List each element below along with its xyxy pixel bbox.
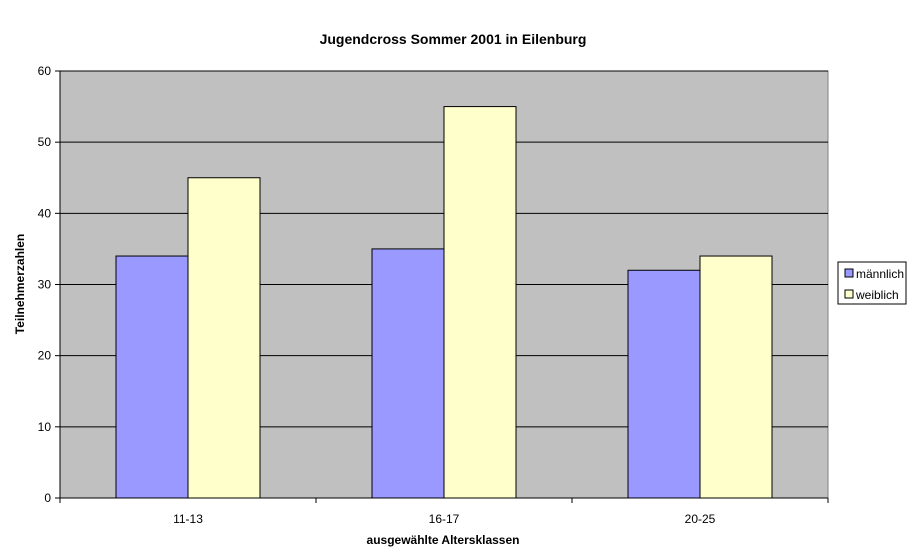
y-tick-label: 0	[44, 491, 51, 505]
bar-weiblich-16-17	[443, 106, 517, 499]
legend-swatch-weiblich	[844, 289, 854, 299]
bars	[115, 106, 773, 499]
y-tick-label: 50	[38, 135, 52, 149]
bar-maennlich-16-17	[371, 248, 445, 499]
x-axis-label: ausgewählte Altersklassen	[367, 533, 520, 547]
y-tick-label: 30	[38, 278, 52, 292]
legend-swatch-maennlich	[844, 268, 854, 278]
y-axis-label: Teilnehmerzahlen	[13, 234, 27, 334]
chart-title: Jugendcross Sommer 2001 in Eilenburg	[320, 31, 587, 47]
legend-label-maennlich: männlich	[856, 267, 904, 281]
y-axis: 0 10 20 30 40 50 60	[38, 64, 61, 505]
x-tick-label: 20-25	[685, 512, 716, 526]
bar-weiblich-20-25	[699, 255, 773, 499]
x-axis: 11-13 16-17 20-25	[59, 497, 829, 526]
x-tick-label: 11-13	[173, 512, 203, 526]
legend: männlich weiblich	[837, 261, 907, 305]
y-tick-label: 10	[38, 420, 52, 434]
bar-weiblich-11-13	[187, 177, 261, 499]
y-tick-label: 40	[38, 206, 52, 220]
x-tick-label: 16-17	[429, 512, 460, 526]
bar-maennlich-20-25	[627, 269, 701, 499]
bar-maennlich-11-13	[115, 255, 189, 499]
y-tick-label: 20	[38, 349, 52, 363]
legend-label-weiblich: weiblich	[855, 288, 899, 302]
y-tick-label: 60	[38, 64, 52, 78]
